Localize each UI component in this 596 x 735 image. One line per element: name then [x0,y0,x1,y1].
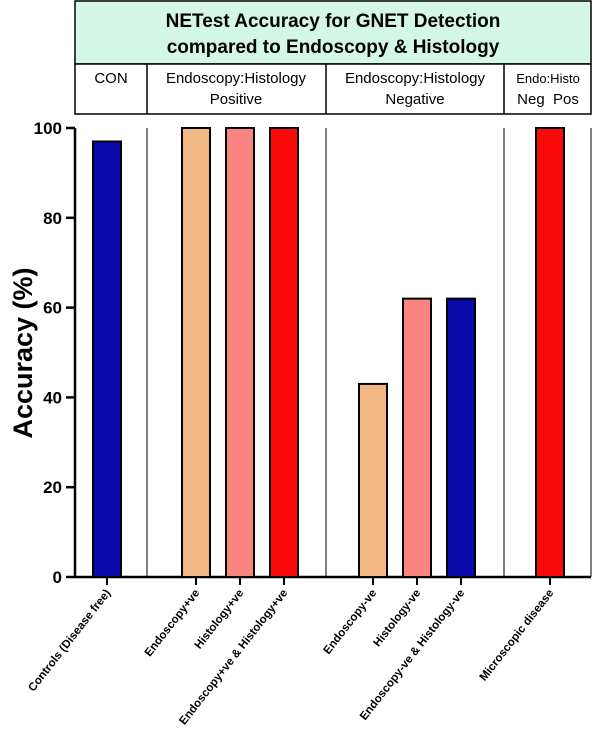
y-tick-label: 100 [34,119,62,138]
chart-title-line-2: compared to Endoscopy & Histology [167,37,500,58]
bar [535,127,565,578]
bar [92,140,122,578]
x-tick-label: Endoscopy-ve [322,587,380,656]
group-header-micro-line-2: Neg Pos [517,91,579,108]
group-header-negative-line-1: Endoscopy:Histology [345,70,486,87]
y-axis-label: Accuracy (%) [8,267,38,438]
chart-title-line-1: NETest Accuracy for GNET Detection [166,11,501,32]
group-header-con: CON [94,70,127,87]
bar [446,297,476,578]
group-header-negative-line-2: Negative [385,91,444,108]
y-axis: 0 20 40 60 80 100 [34,119,591,587]
x-axis-labels: Controls (Disease free) Endoscopy+ve Histo… [26,577,556,727]
x-tick-label: Controls (Disease free) [26,587,113,694]
title-box [74,0,592,65]
y-tick-label: 20 [43,478,62,497]
bar [358,382,388,578]
bar [225,127,255,578]
group-header-positive-line-2: Positive [210,91,263,108]
group-header-micro-line-1: Endo:Histo [516,71,580,86]
bars [92,127,565,578]
x-tick-label: Microscopic disease [478,587,557,683]
x-tick-label: Histology-ve [371,587,423,649]
y-tick-label: 80 [43,209,62,228]
x-tick-label: Endoscopy+ve [143,587,203,659]
y-tick-label: 60 [43,299,62,318]
group-header-box [74,63,592,115]
bar [402,297,432,578]
bar [269,127,299,578]
bar [181,127,211,578]
y-tick-label: 0 [53,568,62,587]
group-header-positive-line-1: Endoscopy:Histology [166,70,307,87]
y-tick-label: 40 [43,388,62,407]
